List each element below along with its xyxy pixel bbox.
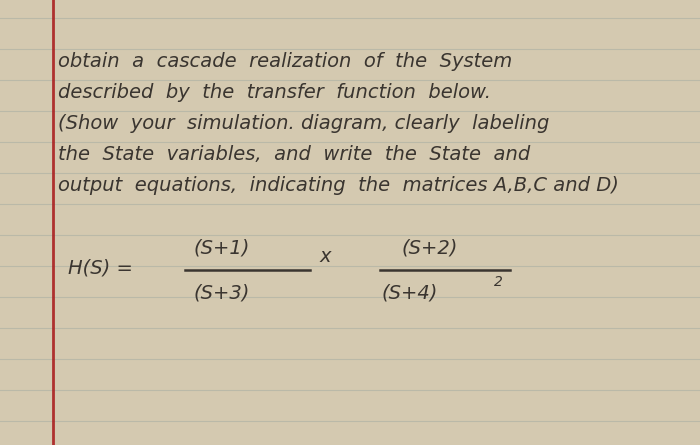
Text: the  State  variables,  and  write  the  State  and: the State variables, and write the State… [58, 145, 531, 164]
Text: output  equations,  indicating  the  matrices A,B,C and D): output equations, indicating the matrice… [58, 176, 619, 195]
Text: (S+2): (S+2) [402, 239, 458, 258]
Text: x: x [319, 247, 330, 266]
Text: obtain  a  cascade  realization  of  the  System: obtain a cascade realization of the Syst… [58, 52, 512, 71]
Text: H(S) =: H(S) = [68, 259, 133, 278]
Text: 2: 2 [494, 275, 503, 289]
Text: (S+4): (S+4) [382, 283, 438, 303]
Text: (S+3): (S+3) [194, 283, 250, 303]
Text: (Show  your  simulation. diagram, clearly  labeling: (Show your simulation. diagram, clearly … [58, 114, 550, 133]
Text: (S+1): (S+1) [194, 239, 250, 258]
Text: described  by  the  transfer  function  below.: described by the transfer function below… [58, 83, 491, 102]
